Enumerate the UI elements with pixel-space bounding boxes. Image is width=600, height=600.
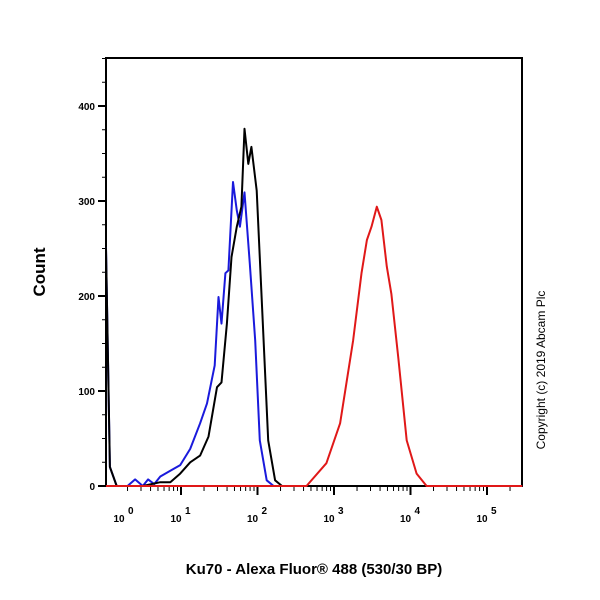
x-tick-exponent: 0 [128, 506, 134, 517]
y-tick-label: 0 [89, 482, 95, 493]
x-tick-exponent: 1 [185, 506, 191, 517]
x-tick-exponent: 4 [415, 506, 421, 517]
y-tick-label: 100 [78, 387, 95, 398]
x-tick-label: 10 [476, 514, 488, 525]
x-axis-label: Ku70 - Alexa Fluor® 488 (530/30 BP) [186, 561, 442, 578]
copyright-annotation: Copyright (c) 2019 Abcam Plc [534, 291, 548, 450]
x-tick-label: 10 [323, 514, 335, 525]
series-blue-line [105, 181, 523, 487]
plot-frame [105, 57, 523, 487]
x-tick-label: 10 [400, 514, 412, 525]
series-black-line [105, 127, 523, 487]
y-tick-label: 300 [78, 197, 95, 208]
x-tick-exponent: 2 [262, 506, 268, 517]
y-tick-label: 200 [78, 292, 95, 303]
x-tick-label: 10 [247, 514, 259, 525]
x-tick-exponent: 3 [338, 506, 344, 517]
y-tick-label: 400 [78, 102, 95, 113]
series-red-line [106, 205, 523, 487]
y-axis-label: Count [30, 247, 49, 296]
x-tick-label: 10 [170, 514, 182, 525]
x-tick-label: 10 [113, 514, 125, 525]
x-tick-exponent: 5 [491, 506, 497, 517]
